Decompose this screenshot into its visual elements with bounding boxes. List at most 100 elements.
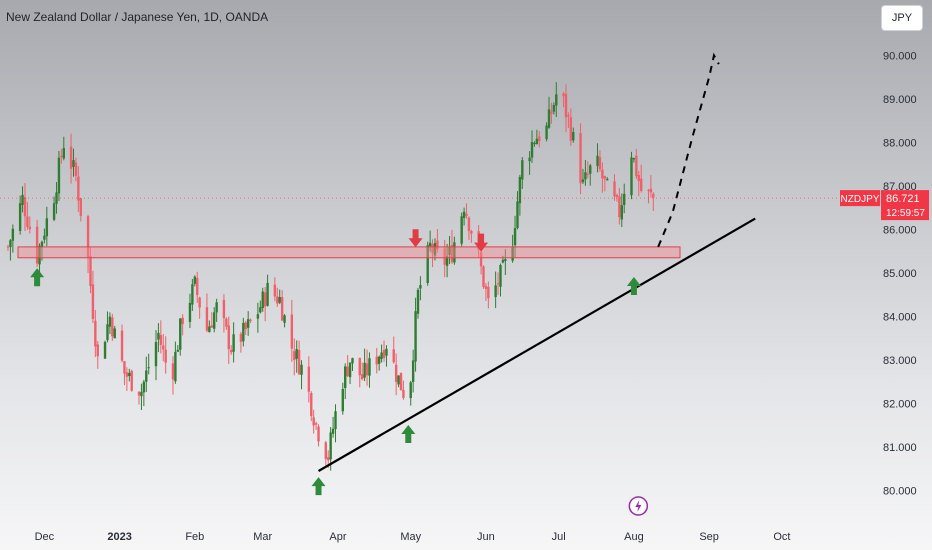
candle-body xyxy=(530,142,534,158)
candle-body xyxy=(295,349,298,359)
candle-body xyxy=(552,104,556,112)
candle-body xyxy=(433,243,437,256)
y-tick-label: 90.000 xyxy=(883,50,917,62)
candle-body xyxy=(317,426,320,442)
candle-body xyxy=(96,344,99,357)
candle-body xyxy=(140,391,143,397)
candle-body xyxy=(649,188,653,193)
candle-body xyxy=(639,178,643,191)
candle-body xyxy=(147,367,150,369)
candle-body xyxy=(426,245,429,284)
candle-body xyxy=(120,330,124,361)
candle-body xyxy=(26,216,29,227)
candle-body xyxy=(521,160,524,180)
candle-body xyxy=(431,244,434,254)
candle-body xyxy=(244,322,247,330)
candle-body xyxy=(462,211,466,219)
candle-body xyxy=(9,240,12,248)
candle-body xyxy=(399,372,403,391)
candle-body xyxy=(38,245,41,265)
candle-body xyxy=(453,242,456,263)
candle-body xyxy=(171,363,175,380)
candle-body xyxy=(358,357,361,376)
candle-body xyxy=(57,157,61,194)
candle-body xyxy=(652,193,655,198)
time-axis[interactable]: Dec 2023 Feb Mar Apr May Jun Jul Aug Sep Oct xyxy=(35,531,791,543)
candle-body xyxy=(278,297,281,303)
event-marker[interactable] xyxy=(628,496,649,516)
candle-body xyxy=(518,176,522,204)
candle-body xyxy=(547,109,551,128)
y-tick-label: 82.000 xyxy=(883,399,917,411)
lightning-bolt xyxy=(635,500,642,512)
candle-body xyxy=(331,428,335,434)
candle-body xyxy=(69,146,73,169)
candle-body xyxy=(635,155,638,177)
candle-body xyxy=(164,349,167,363)
support-zone xyxy=(17,246,681,259)
candle-body xyxy=(72,160,75,167)
candle-body xyxy=(603,176,607,179)
candle-body xyxy=(249,319,252,321)
candle-body xyxy=(123,361,126,374)
candle-body xyxy=(589,165,592,174)
candle-body xyxy=(28,226,32,230)
candle-body xyxy=(227,325,230,350)
candle-body xyxy=(361,374,364,380)
x-tick-label: Feb xyxy=(185,531,204,543)
candle-body xyxy=(564,93,568,118)
candle-body xyxy=(259,307,262,313)
candle-body xyxy=(145,370,148,382)
candle-body xyxy=(479,251,483,267)
price-axis[interactable]: 80.000 81.000 82.000 83.000 84.000 85.000 86.0… xyxy=(883,50,917,497)
candle-body xyxy=(130,370,133,391)
candle-body xyxy=(21,194,24,206)
x-tick-label: Aug xyxy=(624,531,644,543)
candle-body xyxy=(482,266,485,287)
candle-body xyxy=(205,307,209,331)
candle-body xyxy=(208,326,211,333)
candle-body xyxy=(60,155,63,157)
candle-body xyxy=(232,334,235,352)
chart-title: New Zealand Dollar / Japanese Yen, 1D, O… xyxy=(6,10,269,24)
candle-body xyxy=(436,240,439,250)
candle-body xyxy=(569,117,573,141)
down-arrow-icon xyxy=(474,233,489,252)
candle-body xyxy=(377,356,381,364)
up-arrow-icon xyxy=(30,268,45,287)
candle-body xyxy=(222,299,226,319)
candle-body xyxy=(103,341,107,359)
candle-body xyxy=(409,382,412,399)
candle-body xyxy=(394,364,398,382)
candle-body xyxy=(365,363,369,376)
candle-body xyxy=(108,316,112,327)
candle-body xyxy=(501,259,505,263)
candle-body xyxy=(229,349,233,353)
candle-body xyxy=(346,366,349,377)
y-tick-label: 85.000 xyxy=(883,268,917,280)
candle-body xyxy=(414,311,417,362)
currency-button[interactable]: JPY xyxy=(881,5,923,31)
candle-body xyxy=(242,322,245,342)
candle-body xyxy=(448,246,451,256)
y-tick-label: 84.000 xyxy=(883,312,917,324)
candle-body xyxy=(545,125,548,140)
candle-body xyxy=(613,181,616,197)
candle-body xyxy=(196,277,199,296)
price-tag-value: 86.721 xyxy=(886,193,920,205)
candle-body xyxy=(538,136,541,142)
candle-body xyxy=(18,203,22,232)
y-tick-label: 81.000 xyxy=(883,442,917,454)
y-tick-label: 80.000 xyxy=(883,486,917,498)
candle-body xyxy=(113,328,116,339)
candle-body xyxy=(450,244,454,263)
candle-body xyxy=(310,393,313,417)
candle-body xyxy=(181,317,184,325)
candle-body xyxy=(106,324,109,341)
candle-body xyxy=(239,333,243,342)
candle-body xyxy=(280,297,284,321)
candle-body xyxy=(312,417,315,426)
candle-body xyxy=(43,235,46,240)
y-tick-label: 83.000 xyxy=(883,355,917,367)
